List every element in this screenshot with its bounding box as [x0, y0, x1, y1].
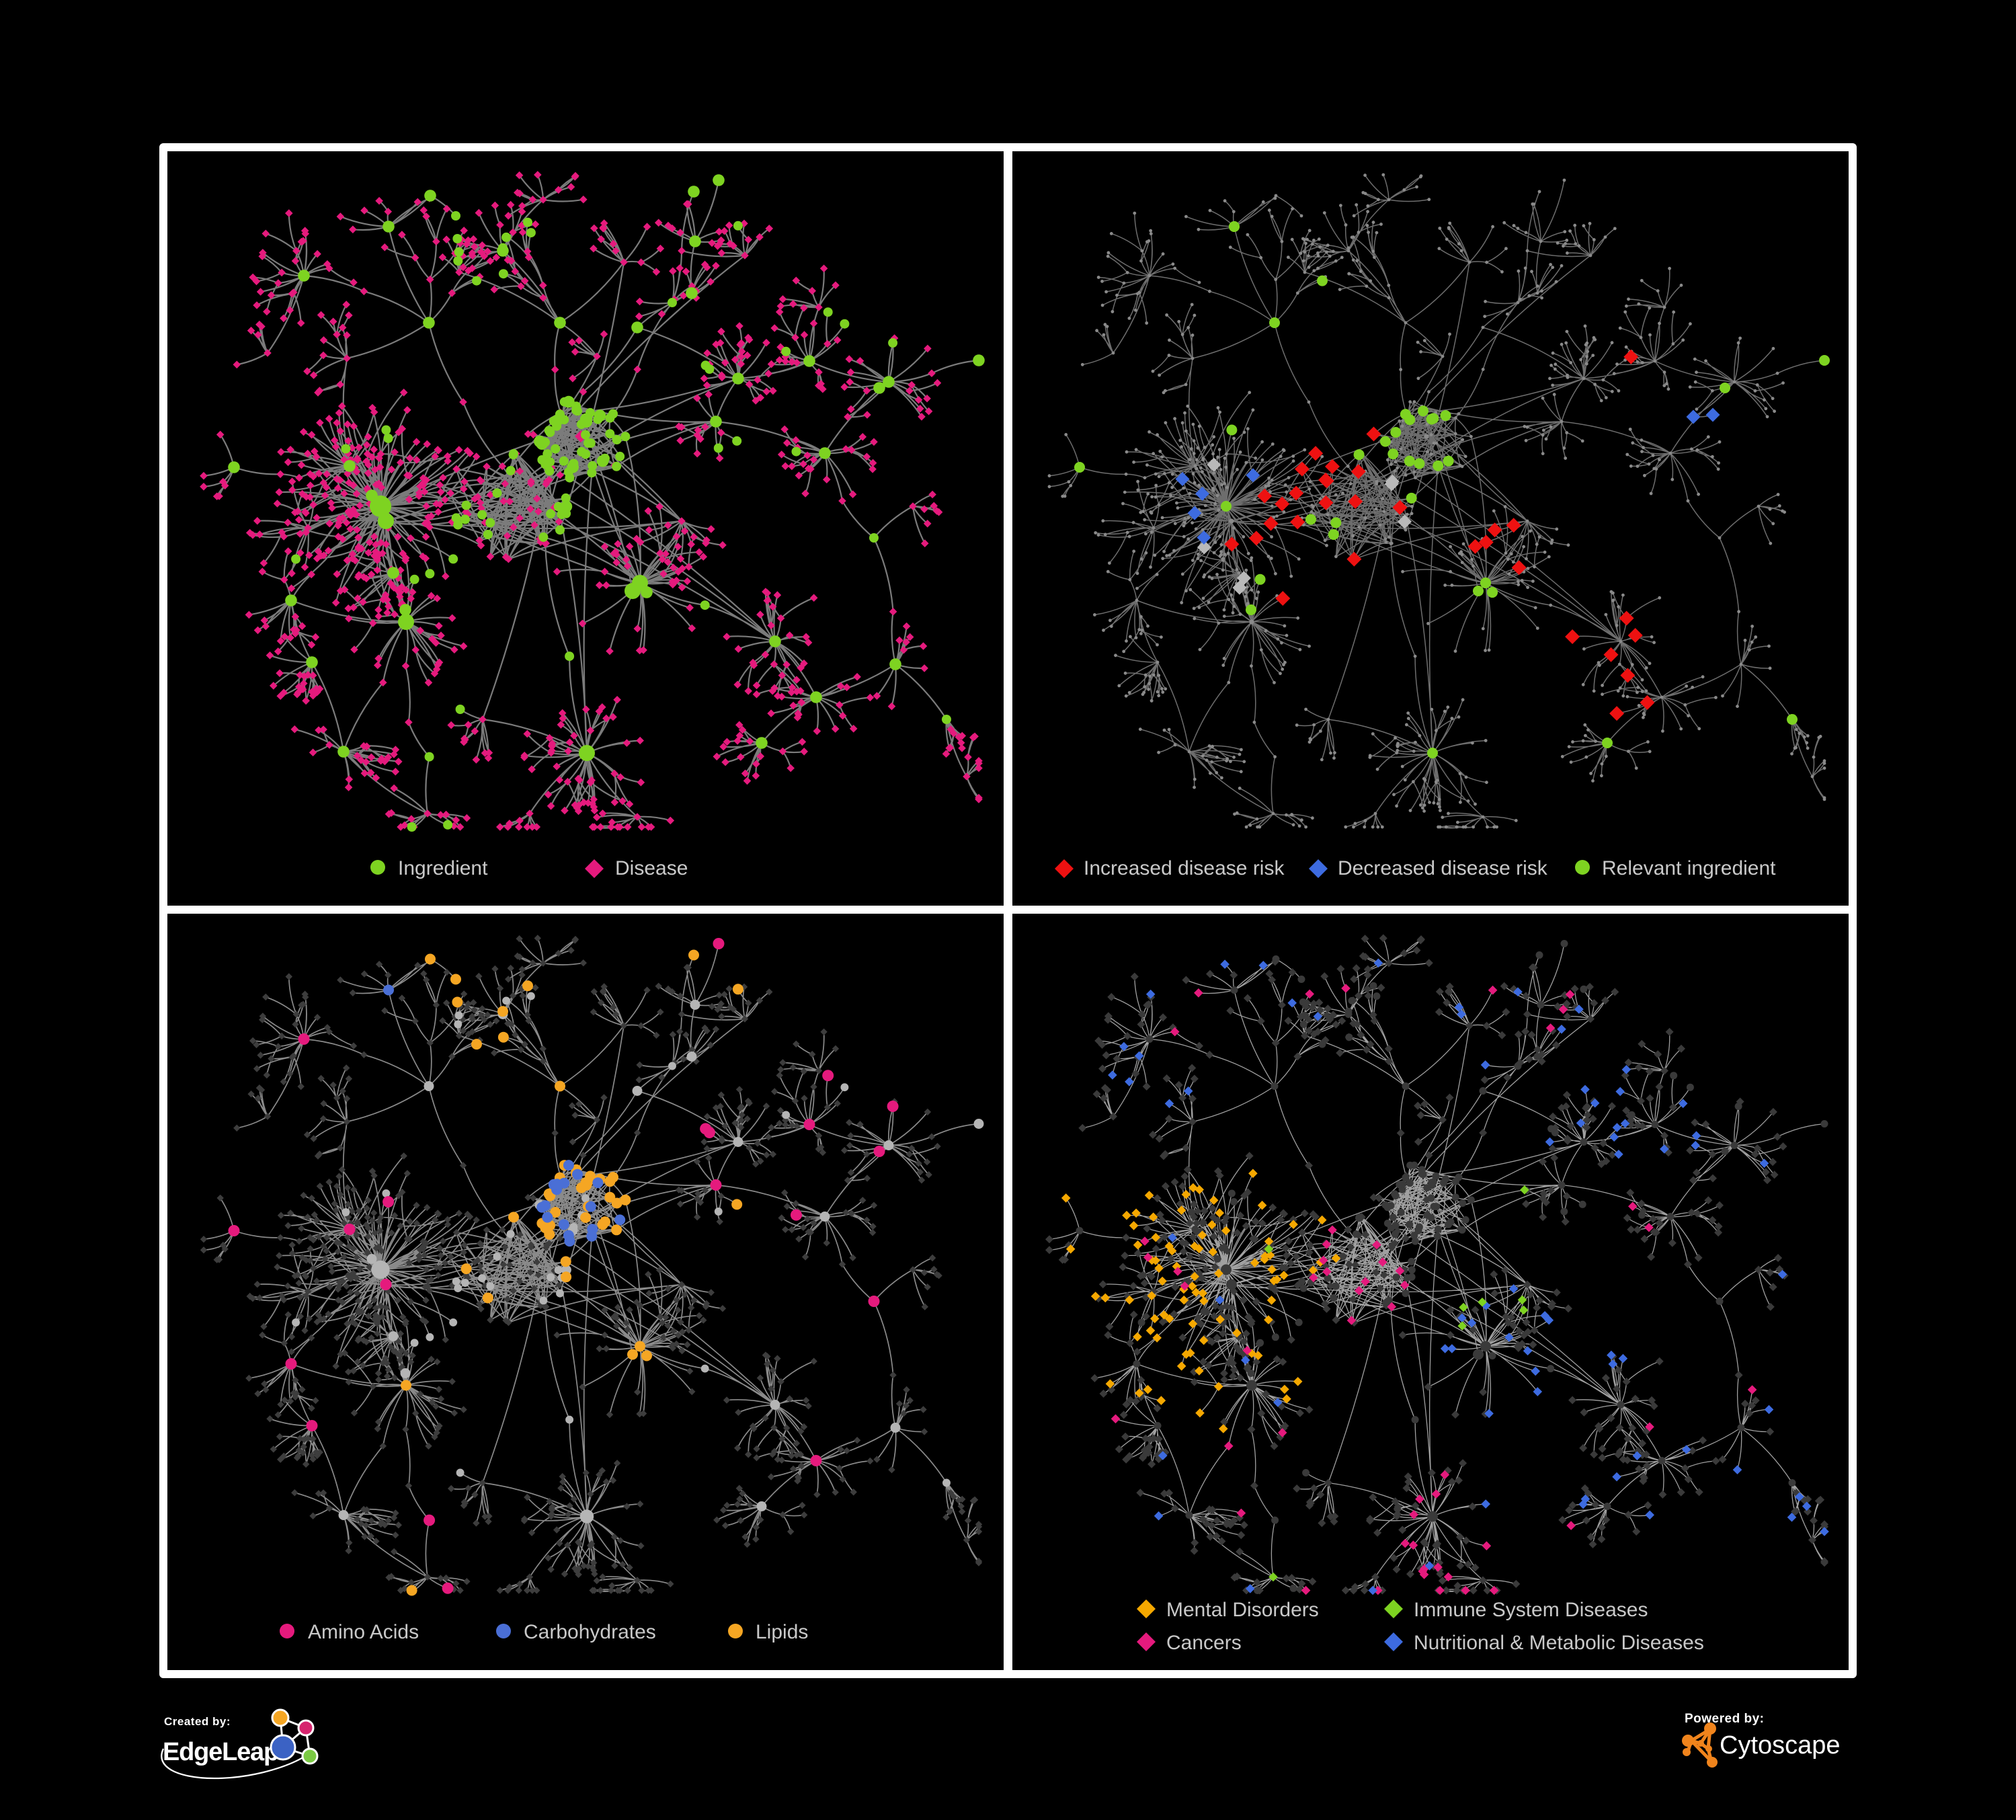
svg-text:Mental Disorders: Mental Disorders: [1166, 1599, 1319, 1621]
svg-text:Immune System Diseases: Immune System Diseases: [1414, 1599, 1648, 1621]
svg-text:Created by:: Created by:: [164, 1715, 231, 1728]
svg-text:Lipids: Lipids: [756, 1621, 808, 1643]
svg-text:Relevant ingredient: Relevant ingredient: [1602, 857, 1776, 879]
svg-text:Carbohydrates: Carbohydrates: [524, 1621, 656, 1643]
svg-text:Cytoscape: Cytoscape: [1720, 1731, 1841, 1759]
svg-text:EdgeLeap: EdgeLeap: [163, 1738, 278, 1766]
svg-text:Ingredient: Ingredient: [398, 857, 488, 879]
svg-text:Decreased disease risk: Decreased disease risk: [1338, 857, 1548, 879]
svg-text:Increased disease risk: Increased disease risk: [1084, 857, 1285, 879]
svg-text:Nutritional & Metabolic Diseas: Nutritional & Metabolic Diseases: [1414, 1632, 1704, 1654]
svg-text:Cancers: Cancers: [1166, 1632, 1242, 1654]
svg-text:Disease: Disease: [615, 857, 688, 879]
svg-text:Powered by:: Powered by:: [1685, 1712, 1764, 1726]
svg-text:Amino Acids: Amino Acids: [308, 1621, 419, 1643]
